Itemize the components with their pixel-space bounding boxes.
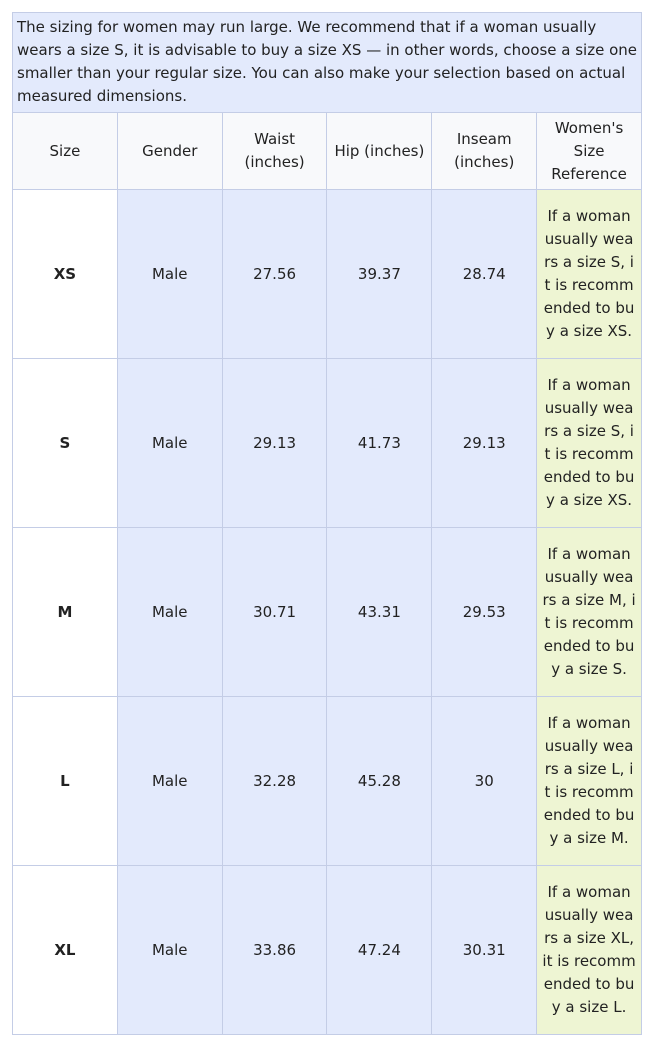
size-cell: XL (12, 865, 118, 1035)
size-cell: S (12, 358, 118, 528)
header-womens-reference: Women's Size Reference (536, 112, 642, 190)
sizing-note: The sizing for women may run large. We r… (12, 12, 642, 112)
gender-cell: Male (116, 865, 223, 1035)
waist-cell: 30.71 (221, 527, 328, 697)
header-hip: Hip (inches) (326, 112, 433, 190)
reference-cell: If a woman usually wears a size S, it is… (536, 189, 642, 359)
header-row: Size Gender Waist (inches) Hip (inches) … (12, 112, 642, 190)
inseam-cell: 30.31 (431, 865, 538, 1035)
gender-cell: Male (116, 358, 223, 528)
reference-cell: If a woman usually wears a size XL, it i… (536, 865, 642, 1035)
table-row: L Male 32.28 45.28 30 If a woman usually wear… (12, 696, 642, 866)
hip-cell: 43.31 (326, 527, 433, 697)
size-table: Size Gender Waist (inches) Hip (inches) … (12, 112, 642, 1035)
table-row: XL Male 33.86 47.24 30.31 If a woman usually … (12, 865, 642, 1035)
inseam-cell: 29.53 (431, 527, 538, 697)
hip-cell: 47.24 (326, 865, 433, 1035)
hip-cell: 45.28 (326, 696, 433, 866)
waist-cell: 29.13 (221, 358, 328, 528)
size-cell: L (12, 696, 118, 866)
hip-cell: 39.37 (326, 189, 433, 359)
header-waist: Waist (inches) (221, 112, 328, 190)
waist-cell: 33.86 (221, 865, 328, 1035)
size-cell: M (12, 527, 118, 697)
hip-cell: 41.73 (326, 358, 433, 528)
inseam-cell: 28.74 (431, 189, 538, 359)
gender-cell: Male (116, 696, 223, 866)
header-gender: Gender (116, 112, 223, 190)
gender-cell: Male (116, 527, 223, 697)
header-size: Size (12, 112, 118, 190)
inseam-cell: 30 (431, 696, 538, 866)
size-cell: XS (12, 189, 118, 359)
table-row: M Male 30.71 43.31 29.53 If a woman usually w… (12, 527, 642, 697)
reference-cell: If a woman usually wears a size S, it is… (536, 358, 642, 528)
header-inseam: Inseam (inches) (431, 112, 538, 190)
inseam-cell: 29.13 (431, 358, 538, 528)
size-chart: The sizing for women may run large. We r… (12, 12, 642, 1035)
gender-cell: Male (116, 189, 223, 359)
waist-cell: 32.28 (221, 696, 328, 866)
table-row: S Male 29.13 41.73 29.13 If a woman usually w… (12, 358, 642, 528)
reference-cell: If a woman usually wears a size M, it is… (536, 527, 642, 697)
waist-cell: 27.56 (221, 189, 328, 359)
reference-cell: If a woman usually wears a size L, it is… (536, 696, 642, 866)
table-row: XS Male 27.56 39.37 28.74 If a woman usually … (12, 189, 642, 359)
